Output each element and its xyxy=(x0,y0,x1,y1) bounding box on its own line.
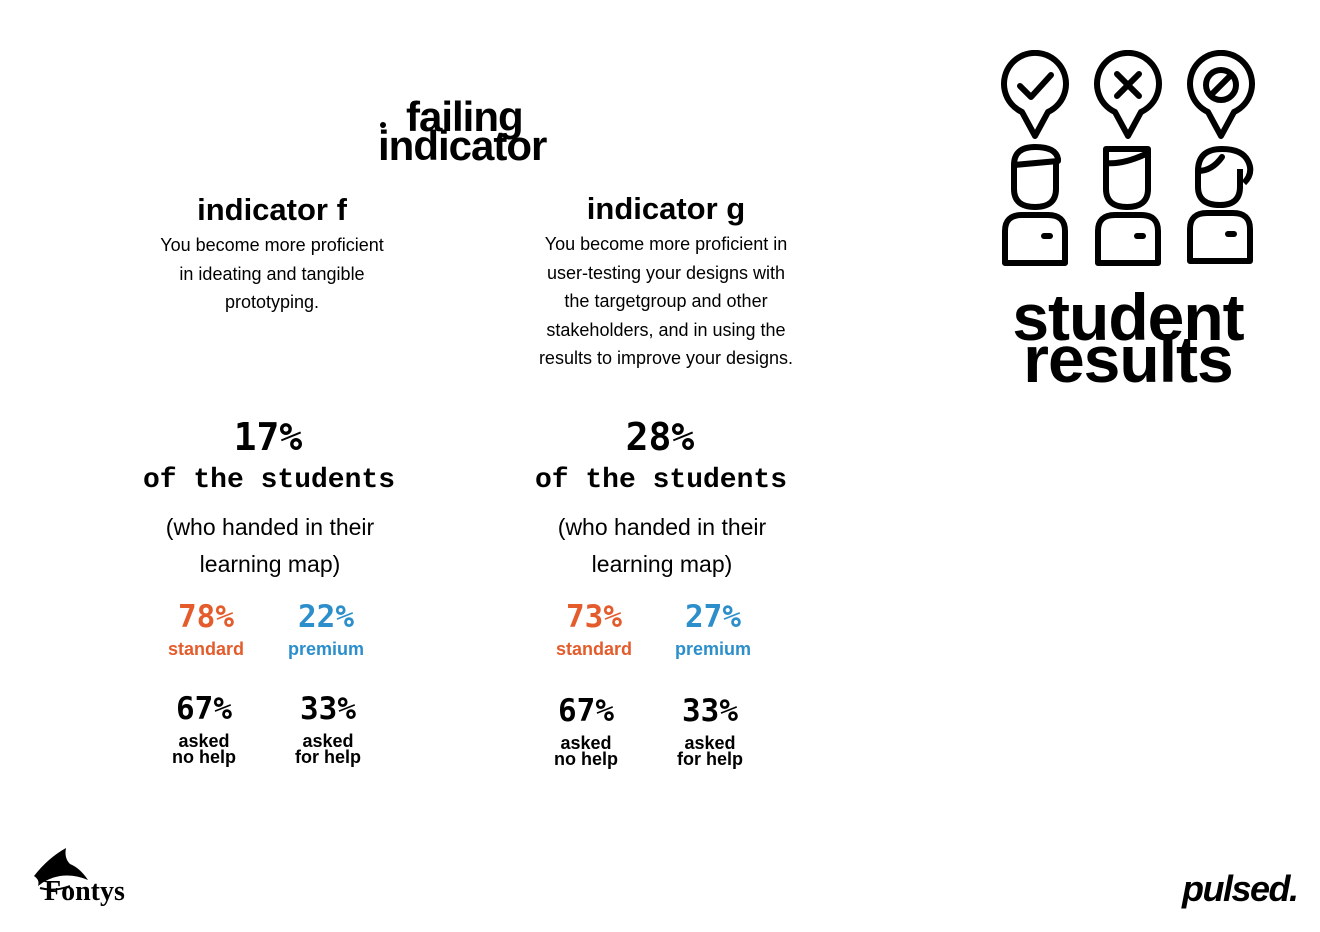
indicator-f-note: (who handed in their learning map) xyxy=(90,509,450,583)
premium-value: 22% xyxy=(298,599,354,635)
title-line-2: indicator xyxy=(378,122,547,169)
fontys-logo-text: Fontys xyxy=(44,876,125,907)
indicator-f-standard: 78% standard xyxy=(146,599,266,659)
standard-value: 73% xyxy=(566,599,622,635)
title-line-1: failing xyxy=(406,93,524,140)
note-line: learning map) xyxy=(591,551,733,577)
indicator-g-heading: indicator g xyxy=(586,191,746,226)
indicator-g-standard: 73% standard xyxy=(534,599,654,659)
for-help-value: 33% xyxy=(300,691,356,727)
student-results-line-2: results xyxy=(1023,322,1233,396)
title-bullet xyxy=(380,122,386,128)
indicator-g-percent: 28% xyxy=(625,415,695,459)
desc-line: stakeholders, and in using the xyxy=(546,319,786,340)
label-line: asked xyxy=(684,733,736,753)
desc-line: in ideating and tangible xyxy=(179,263,365,284)
label-line: asked xyxy=(560,733,612,753)
desc-line: the targetgroup and other xyxy=(564,291,768,311)
no-help-label: asked no help xyxy=(144,731,264,767)
pulsed-logo: pulsed. xyxy=(1182,868,1299,909)
indicator-f-no-help: 67% asked no help xyxy=(144,691,264,767)
indicator-f-heading: indicator f xyxy=(197,192,347,227)
no-help-value: 67% xyxy=(176,691,232,727)
standard-label: standard xyxy=(555,639,633,659)
for-help-value: 33% xyxy=(682,693,738,729)
desc-line: user-testing your designs with xyxy=(546,262,786,283)
no-help-label: asked no help xyxy=(526,733,646,769)
forbidden-bubble-icon xyxy=(1187,50,1255,139)
check-bubble-icon xyxy=(1001,50,1069,139)
indicator-g-of-students: of the students xyxy=(534,465,788,496)
label-line: for help xyxy=(677,749,743,769)
desc-line: You become more proficient in xyxy=(544,234,788,254)
student-avatar-icon xyxy=(1095,146,1161,266)
desc-line: results to improve your designs. xyxy=(538,348,794,368)
desc-line: prototyping. xyxy=(224,292,320,312)
label-line: asked xyxy=(302,731,354,751)
premium-label: premium xyxy=(674,639,752,659)
note-line: (who handed in their xyxy=(557,514,767,540)
indicator-f-for-help: 33% asked for help xyxy=(268,691,388,767)
indicator-f-of-students: of the students xyxy=(142,465,396,496)
student-avatar-icon xyxy=(1187,146,1254,264)
label-line: no help xyxy=(554,749,618,769)
student-results-line-1: student xyxy=(1012,280,1244,354)
indicator-g-for-help: 33% asked for help xyxy=(650,693,770,769)
fontys-logo-icon xyxy=(34,848,88,891)
indicator-g-no-help: 67% asked no help xyxy=(526,693,646,769)
note-line: learning map) xyxy=(199,551,341,577)
standard-value: 78% xyxy=(178,599,234,635)
indicator-g-description: You become more proficient in user-testi… xyxy=(486,230,846,373)
indicator-g-premium: 27% premium xyxy=(653,599,773,659)
label-line: no help xyxy=(172,747,236,767)
premium-value: 27% xyxy=(685,599,741,635)
desc-line: You become more proficient xyxy=(160,235,384,255)
for-help-label: asked for help xyxy=(650,733,770,769)
indicator-g-note: (who handed in their learning map) xyxy=(482,509,842,583)
indicator-f-premium: 22% premium xyxy=(266,599,386,659)
premium-label: premium xyxy=(287,639,365,659)
standard-label: standard xyxy=(167,639,245,659)
label-line: for help xyxy=(295,747,361,767)
label-line: asked xyxy=(178,731,230,751)
student-avatar-icon xyxy=(1002,144,1068,266)
for-help-label: asked for help xyxy=(268,731,388,767)
indicator-f-percent: 17% xyxy=(233,415,303,459)
indicator-f-description: You become more proficient in ideating a… xyxy=(92,231,452,317)
no-help-value: 67% xyxy=(558,693,614,729)
note-line: (who handed in their xyxy=(165,514,375,540)
cross-bubble-icon xyxy=(1094,50,1162,139)
